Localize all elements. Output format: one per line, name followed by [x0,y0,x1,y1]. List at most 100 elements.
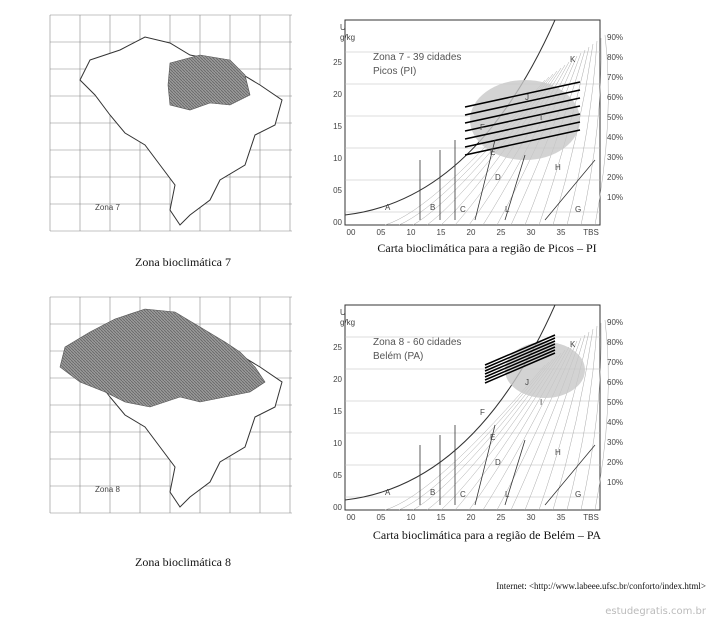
data-line [464,89,581,116]
zone-border [474,424,496,506]
chart-curve [566,325,598,511]
rh-label: 70% [607,358,623,367]
data-line [484,346,556,378]
zone-letter: E [490,433,495,442]
zone-letter: C [460,205,466,214]
y-unit-sub: g/kg [340,318,355,327]
rh-label: 30% [607,153,623,162]
y-unit: U [340,23,346,32]
bioclimatic-chart: Zona 8 - 60 cidades Belém (PA) A B C L G H D E F I J… [333,304,623,522]
x-tick-label: 20 [467,228,476,237]
chart-curve [552,43,594,226]
rh-label: 50% [607,113,623,122]
y-tick-label: 10 [333,439,342,448]
zone-letter: I [540,398,542,407]
data-line [464,121,581,148]
map-caption: Zona bioclimática 8 [135,555,231,569]
zone-letter: K [570,55,576,64]
data-line [464,81,581,108]
zone-letter: J [525,93,529,102]
x-tick-label: 30 [527,513,536,522]
zone-letter: E [490,148,495,157]
zone-letter: L [505,205,510,214]
zone-letter: J [525,378,529,387]
zone-letter: A [385,488,391,497]
x-tick-label: 20 [467,513,476,522]
chart-curve [594,319,609,511]
rh-label: 20% [607,173,623,182]
data-line [464,105,581,132]
data-line [484,343,556,375]
zone-letter: G [575,490,581,499]
y-tick-label: 20 [333,90,342,99]
chart-subtitle: Picos (PI) [373,66,416,77]
map-label: Zona 7 [95,203,120,212]
chart-title: Zona 7 - 39 cidades [373,52,461,63]
zone-letter: F [480,408,485,417]
x-tick-label: 15 [437,228,446,237]
y-tick-label: 00 [333,218,342,227]
data-line [484,352,556,384]
zone-letter: H [555,448,561,457]
zone-border [544,159,596,221]
zone-letter: G [575,205,581,214]
data-line [484,334,556,366]
zone-border [474,139,496,221]
y-tick-label: 15 [333,407,342,416]
y-tick-label: 15 [333,122,342,131]
y-unit-sub: g/kg [340,33,355,42]
rh-label: 20% [607,458,623,467]
bioclimatic-chart: Zona 7 - 39 cidades Picos (PI) A B C L G H D E F I J… [333,19,623,237]
map-caption: Zona bioclimática 7 [135,255,231,269]
zone-letter: K [570,340,576,349]
chart-curve [580,322,602,511]
source: Internet: <http://www.labeee.ufsc.br/con… [496,581,706,591]
zone-area [59,308,266,408]
y-unit: U [340,308,346,317]
rh-label: 80% [607,53,623,62]
zone-letter: A [385,203,391,212]
rh-label: 60% [607,378,623,387]
rh-label: 90% [607,33,623,42]
data-line [484,349,556,381]
map-label: Zona 8 [95,485,120,494]
zone-letter: H [555,163,561,172]
data-cloud [470,80,580,160]
chart-curve [594,34,609,226]
zone-letter: C [460,490,466,499]
zone-border [504,154,526,221]
x-tick-label: TBS [583,513,599,522]
x-tick-label: 10 [407,228,416,237]
zone-border [504,439,526,506]
data-line [464,129,581,156]
map: Zona 8 [49,296,292,514]
zone-letter: L [505,490,510,499]
zone-border [544,444,596,506]
data-line [464,113,581,140]
zone-area [167,54,251,111]
chart-caption: Carta bioclimática para a região de Pico… [377,241,596,255]
zone-letter: D [495,173,501,182]
x-tick-label: 35 [557,513,566,522]
chart-curve [566,40,598,226]
chart-curve [552,328,594,511]
rh-label: 60% [607,93,623,102]
y-tick-label: 10 [333,154,342,163]
watermark: estudegratis.com.br [605,606,707,617]
rh-label: 10% [607,193,623,202]
x-tick-label: 05 [377,228,386,237]
x-tick-label: 25 [497,513,506,522]
zone-letter: I [540,113,542,122]
rh-label: 30% [607,438,623,447]
y-tick-label: 05 [333,186,342,195]
data-line [484,340,556,372]
x-tick-label: 05 [377,513,386,522]
y-tick-label: 25 [333,58,342,67]
zone-letter: F [480,123,485,132]
y-tick-label: 05 [333,471,342,480]
zone-letter: B [430,203,435,212]
rh-label: 10% [607,478,623,487]
chart-curve [580,37,602,226]
x-tick-label: TBS [583,228,599,237]
